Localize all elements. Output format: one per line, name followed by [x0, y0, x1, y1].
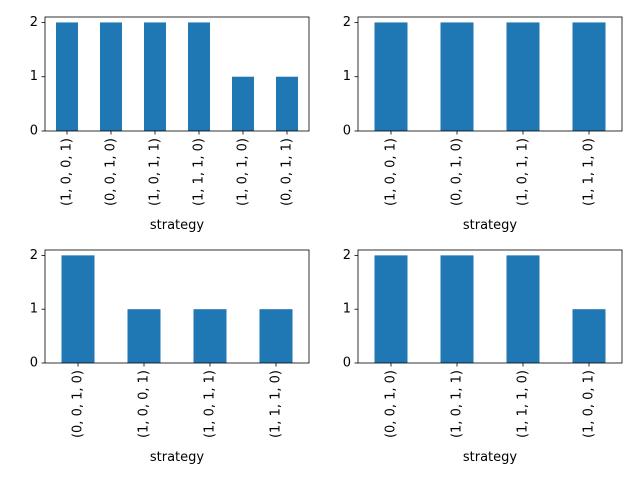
x-axis-label: strategy [463, 218, 518, 233]
x-axis-label: strategy [150, 218, 205, 233]
x-tick-label: (1, 0, 0, 1) [60, 138, 75, 206]
axes-frame [44, 16, 310, 132]
x-tick-label: (1, 0, 0, 1) [384, 138, 399, 206]
x-tick-label: (0, 0, 1, 0) [104, 138, 119, 206]
bar [259, 309, 293, 363]
x-tick-label: (0, 0, 1, 1) [280, 138, 295, 206]
y-tick-label: 1 [343, 69, 351, 84]
bar [100, 22, 122, 131]
y-tick-label: 0 [343, 124, 351, 139]
x-tick-label: (1, 0, 1, 0) [236, 138, 251, 206]
x-tick-label: (0, 0, 1, 0) [384, 370, 399, 438]
y-tick-label: 2 [343, 248, 351, 263]
x-tick-label: (1, 0, 1, 1) [450, 370, 465, 438]
x-tick-label: (1, 1, 1, 0) [582, 138, 597, 206]
y-tick-label: 2 [343, 15, 351, 30]
bar [127, 309, 161, 363]
bar [506, 22, 540, 131]
bar [61, 255, 95, 363]
x-axis-label: strategy [463, 450, 518, 465]
bar [56, 22, 78, 131]
bar [188, 22, 210, 131]
bar [276, 76, 298, 131]
axes-frame [357, 249, 623, 364]
bar [193, 309, 227, 363]
bar [506, 255, 540, 363]
x-tick-label: (1, 0, 1, 1) [203, 370, 218, 438]
subplot-4: 0 1 2 (0, 0, 1, 0) (1, 0, 1, 1) (1, 1, 1, 0) (… [343, 248, 623, 465]
x-tick-label: (0, 0, 1, 0) [71, 370, 86, 438]
x-tick-label: (1, 1, 1, 0) [516, 370, 531, 438]
axes-frame [357, 16, 623, 132]
x-tick-label: (0, 0, 1, 0) [450, 138, 465, 206]
subplot-2: 0 1 2 (1, 0, 0, 1) (0, 0, 1, 0) (1, 0, 1, 1) (… [343, 15, 623, 233]
y-tick-label: 0 [343, 356, 351, 371]
y-tick-label: 0 [30, 124, 38, 139]
subplot-3: 0 1 2 (0, 0, 1, 0) (1, 0, 0, 1) (1, 0, 1, 1) (… [30, 248, 310, 465]
bar [572, 309, 606, 363]
subplot-1: 0 1 2 (1, 0, 0, 1) (0, 0, 1, 0) (1, 0, 1, 1) (… [30, 15, 310, 233]
axes-frame [44, 249, 310, 364]
y-tick-label: 1 [30, 69, 38, 84]
bar [440, 255, 474, 363]
bar [144, 22, 166, 131]
bar [440, 22, 474, 131]
x-tick-label: (1, 0, 0, 1) [137, 370, 152, 438]
x-tick-label: (1, 0, 1, 1) [516, 138, 531, 206]
y-tick-label: 2 [30, 15, 38, 30]
x-tick-label: (1, 1, 1, 0) [192, 138, 207, 206]
x-tick-label: (1, 1, 1, 0) [269, 370, 284, 438]
y-tick-label: 1 [343, 302, 351, 317]
bar [232, 76, 254, 131]
bar [374, 255, 408, 363]
y-tick-label: 0 [30, 356, 38, 371]
x-tick-label: (1, 0, 1, 1) [148, 138, 163, 206]
bar [572, 22, 606, 131]
y-tick-label: 1 [30, 302, 38, 317]
y-tick-label: 2 [30, 248, 38, 263]
bar [374, 22, 408, 131]
x-tick-label: (1, 0, 0, 1) [582, 370, 597, 438]
x-axis-label: strategy [150, 450, 205, 465]
